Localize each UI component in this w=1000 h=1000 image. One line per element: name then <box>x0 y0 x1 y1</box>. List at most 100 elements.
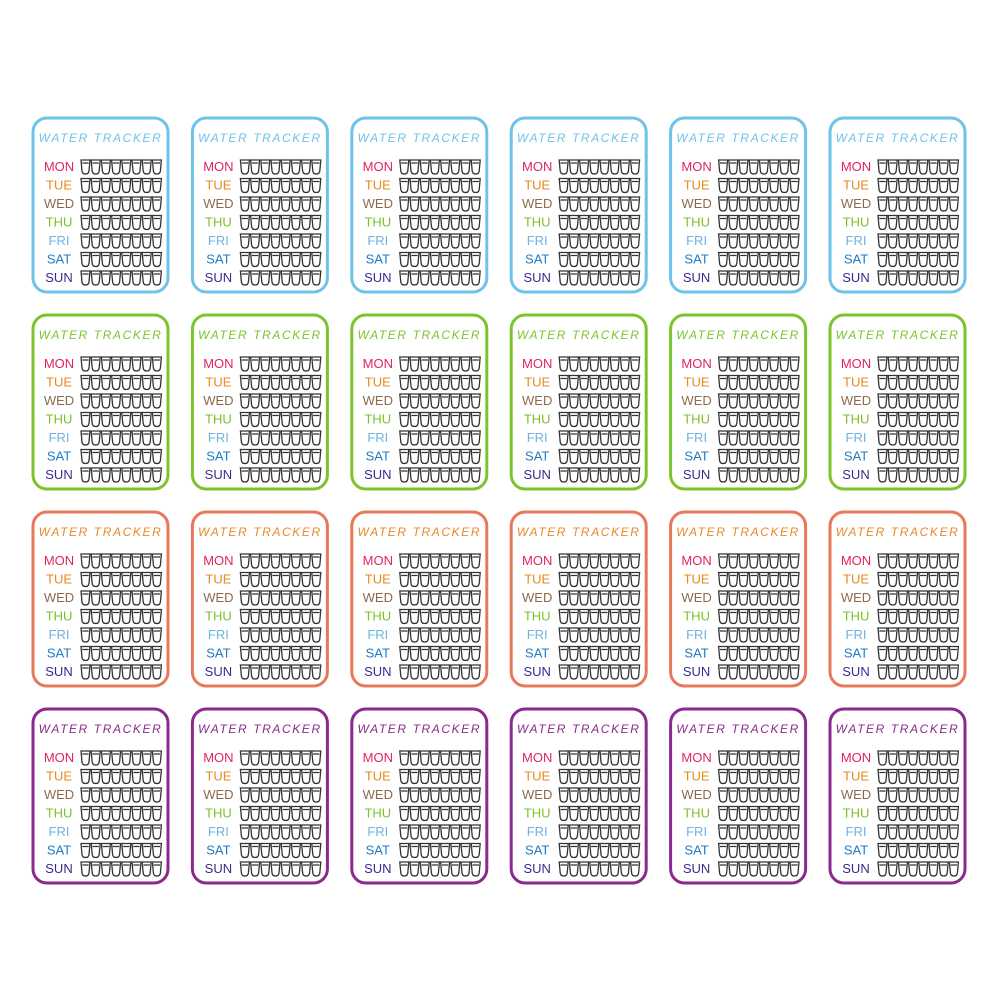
cup <box>290 861 302 877</box>
cup <box>897 553 909 569</box>
cup <box>738 590 749 606</box>
cup <box>887 393 898 409</box>
cup <box>918 608 929 625</box>
day-label: SUN <box>205 664 232 679</box>
cup <box>558 805 569 822</box>
cup <box>748 768 759 785</box>
cup <box>589 196 600 212</box>
cup <box>311 664 322 680</box>
cup <box>131 664 142 680</box>
cup <box>90 270 101 286</box>
cup <box>409 787 420 803</box>
cup <box>249 645 261 662</box>
cup <box>399 664 410 680</box>
cup <box>100 590 112 606</box>
cup <box>121 430 132 446</box>
cup <box>938 590 949 606</box>
cup <box>578 787 590 803</box>
cup <box>887 664 898 680</box>
cup <box>311 196 322 212</box>
cup <box>938 393 949 409</box>
cup <box>599 270 610 286</box>
cup <box>948 177 960 194</box>
cup <box>429 861 441 877</box>
cup <box>779 824 790 840</box>
day-label: TUE <box>524 572 550 587</box>
cup <box>928 270 939 286</box>
cup <box>249 590 261 606</box>
cup <box>80 467 91 483</box>
cup <box>717 787 729 803</box>
cup <box>100 251 112 268</box>
cup <box>907 824 919 840</box>
day-label: FRI <box>49 430 70 445</box>
cup <box>300 214 312 231</box>
day-label: SAT <box>206 449 230 464</box>
cup <box>918 374 929 391</box>
cup <box>110 861 122 877</box>
cup <box>609 664 620 680</box>
cup <box>460 233 471 249</box>
cup <box>110 159 122 175</box>
cup <box>558 750 569 766</box>
cup <box>429 233 441 249</box>
cup <box>789 196 800 212</box>
cup <box>460 787 471 803</box>
cup <box>460 645 471 662</box>
cup <box>589 393 600 409</box>
cup <box>249 608 261 625</box>
cup <box>609 645 620 662</box>
cup <box>789 430 800 446</box>
cup <box>270 430 281 446</box>
cup <box>460 270 471 286</box>
cup <box>938 251 949 268</box>
day-label: TUE <box>205 572 231 587</box>
day-label: THU <box>843 609 870 624</box>
cup <box>280 608 291 625</box>
cup <box>429 590 441 606</box>
cup <box>80 750 91 766</box>
cup <box>121 553 132 569</box>
cup <box>249 553 261 569</box>
cup <box>131 590 142 606</box>
day-label: FRI <box>527 430 548 445</box>
cup <box>589 430 600 446</box>
cup <box>728 393 739 409</box>
cup <box>399 251 410 268</box>
cup <box>877 411 888 428</box>
cup <box>599 824 610 840</box>
day-label: WED <box>363 196 393 211</box>
cup <box>609 177 620 194</box>
cup <box>90 787 101 803</box>
cup <box>768 861 780 877</box>
cup <box>399 270 410 286</box>
cup <box>239 393 251 409</box>
cup <box>450 251 461 268</box>
cup <box>728 750 739 766</box>
cup <box>311 787 322 803</box>
cup <box>928 251 939 268</box>
cup <box>280 787 291 803</box>
cup <box>429 196 441 212</box>
cup <box>629 824 641 840</box>
cup <box>290 824 302 840</box>
cup <box>300 159 312 175</box>
cup <box>90 750 101 766</box>
cup <box>599 571 610 588</box>
cup <box>907 664 919 680</box>
cup <box>300 467 312 483</box>
cup <box>419 664 430 680</box>
cup <box>748 590 759 606</box>
cup <box>619 177 631 194</box>
cup <box>100 768 112 785</box>
day-label: THU <box>683 806 710 821</box>
cup <box>300 590 312 606</box>
cup <box>300 768 312 785</box>
cup <box>260 590 271 606</box>
cup <box>578 645 590 662</box>
cup <box>141 430 152 446</box>
cup <box>131 430 142 446</box>
cup <box>300 374 312 391</box>
cup <box>877 251 888 268</box>
cup <box>897 571 909 588</box>
